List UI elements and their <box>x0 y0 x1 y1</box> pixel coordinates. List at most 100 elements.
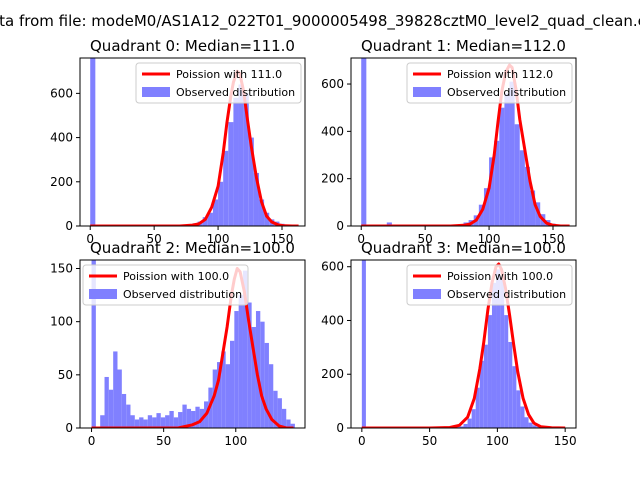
q2-ytick-label: 50 <box>58 368 73 382</box>
q3-bar <box>512 366 517 428</box>
q2-legend-hist-label: Observed distribution <box>123 288 242 301</box>
q2-bar <box>221 351 226 428</box>
q3-bar <box>467 418 472 428</box>
q1-legend-hist-label: Observed distribution <box>447 86 566 99</box>
q2-bar <box>268 364 274 428</box>
q1-bar <box>489 157 495 226</box>
q2-bar <box>117 369 122 428</box>
q2-bar <box>238 295 243 428</box>
q1-bar <box>519 150 525 226</box>
q0-xtick-label: 0 <box>86 232 94 246</box>
q0-ytick-label: 200 <box>50 175 73 189</box>
q2-ytick-label: 150 <box>50 262 73 276</box>
q2-bar <box>152 417 157 428</box>
q0-xtick-label: 100 <box>207 232 230 246</box>
q0-legend-curve-label: Poission with 111.0 <box>176 68 282 81</box>
q0-ytick-label: 600 <box>50 86 73 100</box>
q2-bar <box>121 393 127 428</box>
q1-bar <box>524 166 530 226</box>
q0-bar <box>223 150 229 226</box>
q2-bar <box>147 415 153 428</box>
q1-bar <box>483 188 490 226</box>
q0-axes-frame <box>79 57 306 227</box>
quadrant-0-chart: 0 50 100 150 0 200 400 600 Quadrant 0: Median=11… <box>50 37 306 246</box>
q1-xtick-label: 100 <box>478 232 501 246</box>
q0-xtick-label: 150 <box>271 232 294 246</box>
q3-bar <box>536 426 541 428</box>
q3-bar <box>459 426 464 428</box>
q3-legend-hist-swatch <box>413 289 441 299</box>
q1-legend-hist-swatch <box>413 87 441 97</box>
q1-legend: Poission with 112.0 Observed distribution <box>406 62 573 104</box>
q3-bar <box>487 315 492 428</box>
q2-bar <box>134 419 140 428</box>
q1-bar <box>386 222 392 226</box>
q2-bar <box>281 408 287 428</box>
q2-bar <box>242 270 248 428</box>
q3-bar <box>532 425 537 428</box>
quadrant-1-chart: 0 50 100 150 0 200 400 600 Quadrant 1: Median=11… <box>321 37 577 246</box>
quadrant-3-chart: 0 50 100 150 0 200 400 600 Quadrant 3: Median=10… <box>321 239 577 448</box>
q3-bar <box>455 426 460 428</box>
q3-bar <box>524 417 529 428</box>
q2-bar <box>91 260 96 428</box>
q2-bar <box>100 415 105 428</box>
q2-bar <box>130 415 135 428</box>
figure-title: Data from file: modeM0/AS1A12_022T01_900… <box>0 12 640 31</box>
q2-bar <box>160 417 166 428</box>
q3-ytick-label: 600 <box>321 260 344 274</box>
q1-ytick-label: 400 <box>321 124 344 138</box>
q2-bar <box>290 423 295 428</box>
q3-bar <box>483 344 488 428</box>
q2-bar <box>139 417 144 428</box>
q1-ytick-label: 600 <box>321 77 344 91</box>
q3-bar <box>516 390 521 428</box>
q2-bar <box>273 390 278 428</box>
q2-bar <box>113 351 118 428</box>
q3-legend: Poission with 100.0 Observed distribution <box>406 264 573 306</box>
q0-legend-hist-swatch <box>142 87 170 97</box>
q2-bars <box>91 260 295 428</box>
q0-title: Quadrant 0: Median=111.0 <box>90 37 295 55</box>
q2-bar <box>251 326 256 428</box>
q2-bar <box>277 398 282 428</box>
q2-bar <box>178 412 183 428</box>
q0-legend-box <box>135 62 302 104</box>
q3-xtick-label: 0 <box>358 434 366 448</box>
q2-bar <box>143 419 148 428</box>
q2-legend-box <box>82 264 249 306</box>
q1-bar <box>478 204 484 226</box>
q0-ytick-label: 0 <box>65 219 73 233</box>
q3-bar <box>463 423 468 428</box>
q2-title: Quadrant 2: Median=100.0 <box>90 239 295 257</box>
q1-legend-box <box>406 62 573 104</box>
q1-xtick-label: 0 <box>357 232 365 246</box>
q2-bar <box>286 419 291 428</box>
q3-xtick-label: 100 <box>486 434 509 448</box>
q2-bar <box>264 342 269 428</box>
q3-ytick-label: 400 <box>321 313 344 327</box>
q2-xtick-label: 50 <box>156 434 171 448</box>
q3-bar <box>475 387 480 428</box>
q2-legend-curve-label: Poission with 100.0 <box>123 270 229 283</box>
q1-xtick-label: 50 <box>418 232 433 246</box>
q3-legend-hist-label: Observed distribution <box>447 288 566 301</box>
q2-xtick-label: 0 <box>88 434 96 448</box>
q2-bar <box>169 410 174 428</box>
q2-bar <box>156 413 161 428</box>
q0-bar <box>248 137 254 226</box>
q0-xtick-label: 50 <box>147 232 162 246</box>
q1-bar <box>494 140 500 226</box>
q3-poisson-curve <box>361 262 566 428</box>
q1-axes-frame <box>350 57 577 227</box>
q1-bar <box>361 58 367 226</box>
q3-bars <box>361 260 541 428</box>
q3-ytick-label: 200 <box>321 367 344 381</box>
q2-bar <box>186 408 192 428</box>
q3-bar <box>471 409 476 428</box>
q3-bar <box>361 260 366 428</box>
q0-bar <box>90 58 96 226</box>
q2-bar <box>195 406 200 428</box>
q3-bar <box>479 360 484 428</box>
